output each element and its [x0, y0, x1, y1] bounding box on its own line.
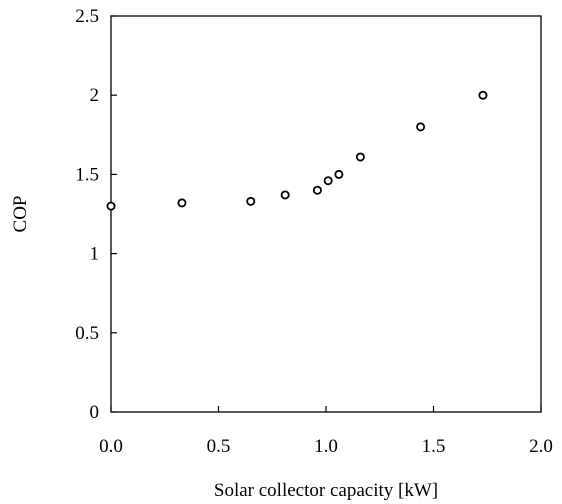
y-tick-label: 2.5 [75, 6, 99, 27]
y-tick-label: 1 [90, 244, 100, 265]
x-tick-label: 2.0 [529, 436, 553, 457]
x-tick-label: 1.5 [422, 436, 446, 457]
y-tick-label: 2 [90, 85, 100, 106]
data-point [106, 201, 116, 211]
x-axis-title: Solar collector capacity [kW] [214, 480, 438, 501]
y-tick-label: 0.5 [75, 323, 99, 344]
data-point [355, 152, 365, 162]
x-tick-label: 0.0 [99, 436, 123, 457]
data-point [177, 198, 187, 208]
data-point [323, 176, 333, 186]
x-axis: 0.0 0.5 1.0 1.5 2.0 [99, 406, 553, 457]
data-point [312, 185, 322, 195]
data-point [334, 169, 344, 179]
plot-frame [110, 15, 542, 413]
data-point [280, 190, 290, 200]
x-tick-label: 1.0 [314, 436, 338, 457]
data-point [246, 196, 256, 206]
data-point [416, 122, 426, 132]
y-axis-title: COP [10, 196, 31, 233]
y-tick-label: 0 [90, 402, 100, 423]
data-points [106, 90, 488, 211]
y-tick-label: 1.5 [75, 164, 99, 185]
y-axis: 0 0.5 1 1.5 2 2.5 [75, 6, 117, 423]
data-point [478, 90, 488, 100]
x-tick-label: 0.5 [207, 436, 231, 457]
